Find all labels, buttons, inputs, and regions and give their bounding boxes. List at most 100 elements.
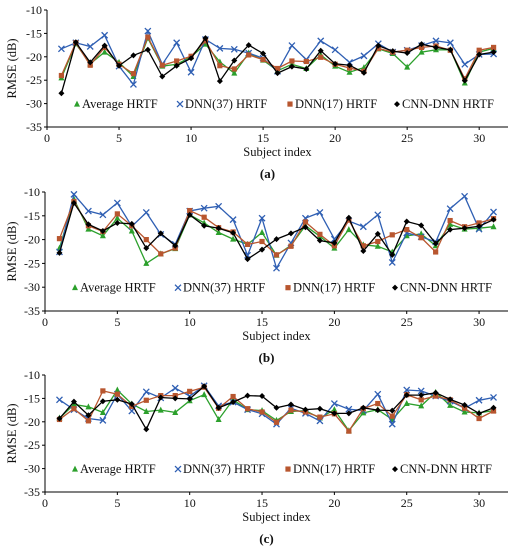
- data-point: [461, 408, 468, 415]
- data-point: [345, 226, 352, 233]
- data-point: [202, 35, 209, 42]
- data-point: [331, 46, 339, 54]
- data-point: [375, 400, 381, 407]
- legend-label: Average HRTF: [82, 97, 158, 111]
- data-point: [231, 57, 238, 64]
- data-point: [99, 232, 106, 239]
- data-point: [116, 62, 123, 69]
- data-point: [58, 72, 65, 79]
- data-point: [144, 46, 151, 53]
- data-point: [231, 66, 237, 72]
- y-axis-label: RMSE (dB): [5, 221, 19, 281]
- legend-label: Average HRTF: [80, 462, 156, 476]
- data-point: [101, 42, 108, 49]
- data-point: [143, 408, 150, 415]
- x-tick-label: 15: [257, 131, 269, 145]
- data-point: [85, 221, 92, 228]
- data-point: [345, 214, 352, 221]
- data-point: [447, 46, 454, 53]
- data-point: [128, 227, 135, 234]
- y-tick-label: -15: [26, 26, 42, 40]
- data-point: [447, 396, 454, 403]
- data-point: [288, 63, 295, 70]
- data-point: [130, 71, 137, 77]
- data-point: [346, 428, 352, 434]
- data-point: [201, 383, 208, 390]
- data-point: [217, 63, 223, 69]
- data-point: [302, 219, 309, 225]
- y-axis-label: RMSE (dB): [5, 403, 19, 463]
- data-point: [99, 408, 106, 415]
- data-point: [99, 228, 106, 235]
- data-point: [85, 225, 92, 232]
- data-point: [273, 404, 280, 411]
- data-point: [246, 52, 252, 58]
- legend-marker: [394, 101, 400, 108]
- legend-label: Average HRTF: [80, 281, 156, 295]
- data-point: [316, 209, 324, 216]
- data-point: [201, 391, 208, 398]
- data-point: [331, 239, 338, 246]
- y-tick-label: -20: [26, 50, 42, 64]
- data-point: [230, 399, 237, 406]
- data-point: [99, 211, 107, 219]
- data-point: [490, 49, 497, 56]
- data-point: [145, 34, 151, 40]
- data-point: [461, 192, 469, 200]
- data-point: [128, 401, 135, 408]
- legend-label: DNN(37) HRTF: [183, 462, 265, 476]
- data-point: [288, 243, 294, 249]
- data-point: [244, 241, 251, 247]
- data-point: [446, 205, 454, 213]
- data-point: [200, 204, 208, 212]
- legend-marker: [72, 284, 78, 291]
- data-point: [345, 405, 353, 413]
- x-tick-label: 20: [328, 496, 340, 510]
- data-point: [84, 207, 92, 215]
- data-point: [143, 397, 149, 403]
- panel-label: (c): [259, 531, 273, 546]
- data-point: [274, 70, 281, 77]
- data-point: [171, 384, 179, 392]
- data-point: [476, 47, 482, 53]
- y-tick-label: -30: [24, 280, 40, 294]
- data-point: [418, 402, 425, 409]
- data-point: [99, 416, 107, 424]
- data-point: [274, 65, 281, 72]
- data-point: [447, 217, 453, 224]
- legend-label: CNN-DNN HRTF: [402, 97, 494, 111]
- data-point: [215, 228, 222, 235]
- data-point: [244, 392, 251, 399]
- legend-marker: [287, 101, 293, 107]
- y-tick-label: -20: [24, 415, 40, 429]
- data-point: [186, 211, 193, 218]
- data-point: [258, 214, 266, 222]
- data-point: [159, 62, 165, 68]
- data-point: [289, 58, 295, 64]
- data-point: [244, 406, 251, 412]
- legend-label: CNN-DNN HRTF: [400, 462, 492, 476]
- y-tick-label: -35: [24, 304, 40, 318]
- x-tick-label: 5: [114, 496, 120, 510]
- data-point: [114, 211, 120, 217]
- data-point: [433, 249, 439, 255]
- data-point: [476, 410, 483, 417]
- data-point: [388, 258, 396, 266]
- data-point: [360, 404, 367, 411]
- legend-label: CNN-DNN HRTF: [400, 281, 492, 295]
- data-point: [403, 392, 410, 399]
- legend-label: DNN(37) HRTF: [185, 97, 267, 111]
- data-point: [330, 400, 338, 408]
- data-point: [56, 249, 63, 256]
- data-point: [389, 413, 395, 419]
- x-tick-label: 10: [184, 496, 196, 510]
- data-point: [173, 62, 180, 69]
- x-axis-label: Subject index: [243, 145, 312, 159]
- x-tick-label: 25: [401, 315, 413, 329]
- data-point: [172, 408, 179, 415]
- data-point: [143, 237, 149, 243]
- y-tick-label: -15: [24, 209, 40, 223]
- data-point: [389, 407, 396, 414]
- data-point: [418, 222, 425, 229]
